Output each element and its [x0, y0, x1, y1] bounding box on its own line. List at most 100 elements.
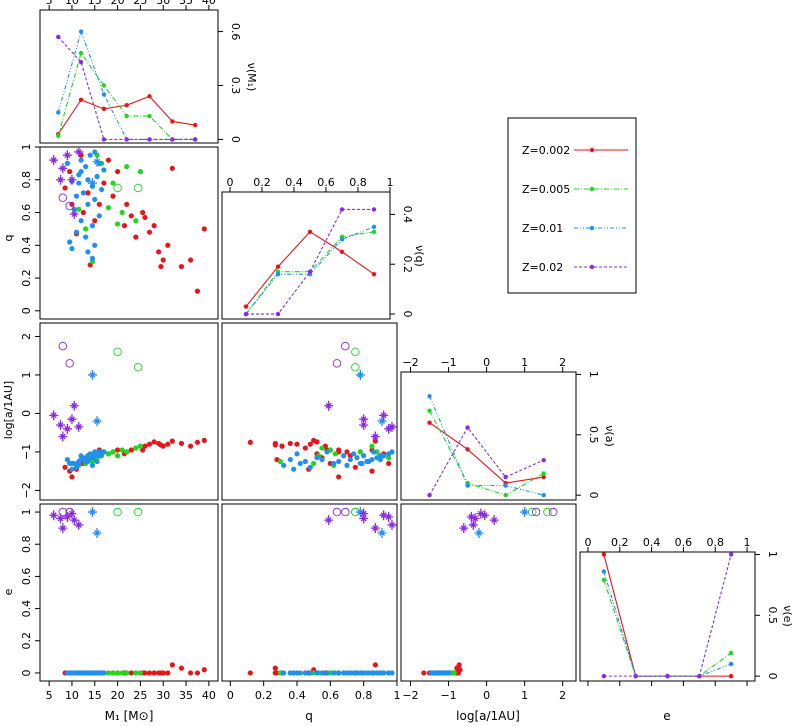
data-point [92, 196, 98, 203]
data-point [114, 168, 121, 175]
data-point [287, 670, 293, 676]
hist-point [665, 673, 670, 679]
data-point [105, 205, 112, 211]
data-point-star [74, 146, 84, 157]
data-point-ring [65, 201, 74, 211]
x-tick-label: 2 [559, 356, 566, 369]
hist-line [429, 410, 544, 496]
hist-point [728, 552, 734, 557]
data-point [287, 440, 293, 447]
data-point [272, 665, 278, 671]
x-tick-label: 10 [65, 689, 79, 702]
data-point [294, 441, 300, 447]
data-point [83, 234, 89, 240]
data-point [354, 455, 360, 461]
data-point [85, 177, 91, 183]
panel-hist-q: 0 0.2 0.4 0.6 0.8 1 0 0.2 0.4 ν(q) [221, 176, 426, 320]
panel-frame [39, 9, 219, 144]
x-tick-label: 35 [179, 0, 193, 7]
data-point [96, 213, 102, 219]
y-tick-label: 0.5 [587, 426, 600, 444]
data-point [78, 152, 84, 158]
data-point-ring [133, 363, 143, 372]
x-tick-label: −1 [440, 356, 456, 369]
panel-frame [579, 551, 756, 682]
panel-hist-a: −2 −1 0 1 2 0 0.5 1 ν(a) [400, 356, 616, 501]
hist-line [429, 422, 544, 484]
data-point-star [62, 423, 72, 434]
x-tick-label: 0.6 [317, 176, 335, 189]
data-point [201, 437, 207, 443]
data-point [151, 439, 157, 445]
data-point [421, 670, 427, 676]
data-point [341, 453, 347, 459]
data-point [359, 670, 365, 676]
x-axis-label-e: e [663, 709, 670, 723]
data-point [89, 223, 96, 229]
data-point-star [459, 523, 469, 534]
data-point [456, 662, 462, 668]
x-tick-label: 15 [88, 0, 102, 7]
data-point [85, 456, 91, 463]
data-point [62, 185, 68, 191]
data-point [137, 670, 144, 676]
data-point [96, 670, 102, 676]
x-tick-label: 40 [202, 0, 216, 7]
data-point-ring [332, 507, 342, 517]
data-point [146, 229, 153, 235]
hist-point [371, 224, 377, 230]
y-tick-label: 0 [587, 492, 600, 499]
y-tick-label: 1 [587, 371, 600, 378]
data-point-star [377, 416, 387, 427]
data-point [188, 443, 194, 449]
data-point [83, 226, 89, 232]
hist-point [503, 492, 508, 498]
data-point [69, 670, 75, 676]
data-point [114, 447, 121, 453]
data-point [428, 670, 435, 676]
data-point [92, 149, 98, 155]
nu-e-axis-label: ν(e) [781, 605, 794, 627]
data-point-star [359, 513, 369, 524]
data-point [151, 670, 157, 676]
data-point [434, 670, 440, 676]
data-point [369, 468, 375, 474]
data-point [128, 447, 134, 453]
hist-point [601, 577, 607, 583]
hist-point [192, 122, 198, 128]
data-point-star [69, 209, 79, 220]
data-point-star [377, 527, 387, 538]
hist-point [307, 229, 313, 235]
x-tick-label: 0.6 [322, 689, 340, 702]
data-point-star [387, 421, 397, 432]
hist-point [78, 29, 84, 34]
data-point-star [324, 515, 334, 526]
y-tick-label: 0.4 [401, 206, 414, 224]
data-point [142, 214, 148, 221]
hist-point [78, 97, 84, 103]
x-tick-label: 1 [521, 356, 528, 369]
hist-point [101, 137, 107, 142]
data-point-star [476, 508, 486, 519]
data-point-ring [133, 183, 143, 193]
data-point [128, 213, 134, 219]
x-tick-label: 0 [227, 176, 234, 189]
data-point [78, 157, 84, 163]
legend-marker [589, 147, 595, 153]
data-point [96, 449, 102, 455]
x-tick-label: 0 [227, 689, 234, 702]
hist-point [601, 569, 607, 574]
data-point [99, 186, 105, 193]
hist-point [101, 83, 107, 88]
data-point [319, 456, 325, 463]
hist-point [601, 552, 607, 557]
x-tick-label: 5 [46, 0, 53, 7]
data-point [124, 201, 130, 207]
data-point [336, 447, 342, 453]
data-point-star [56, 174, 66, 185]
data-point [89, 255, 96, 261]
data-point [194, 288, 201, 294]
data-point [101, 167, 107, 173]
y-tick-label: 0.4 [20, 237, 33, 255]
hist-line [246, 208, 374, 315]
